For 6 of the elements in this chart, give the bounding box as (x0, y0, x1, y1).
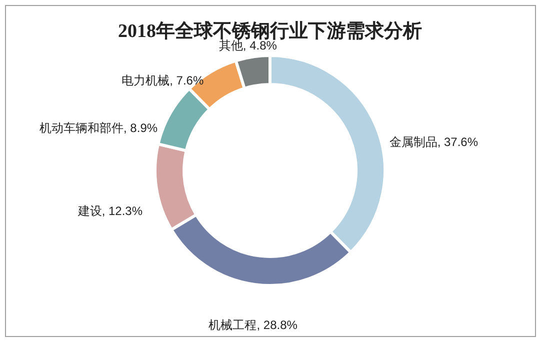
slice-label: 机械工程, 28.8% (208, 318, 298, 332)
slice-label: 建设, 12.3% (76, 204, 143, 218)
slice-label: 机动车辆和部件, 8.9% (40, 120, 158, 135)
slice-label: 其他, 4.8% (218, 38, 278, 53)
slice-label: 金属制品, 37.6% (389, 135, 478, 150)
slice-label: 电力机械, 7.6% (122, 73, 204, 88)
